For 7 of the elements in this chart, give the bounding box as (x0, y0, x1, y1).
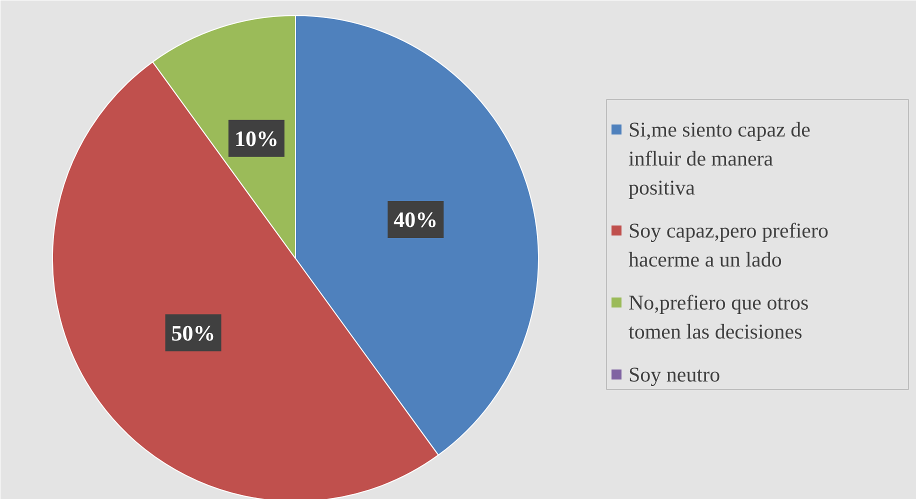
legend-label: No,prefiero que otros tomen las decisiones (628, 290, 809, 344)
legend-label: Soy neutro (628, 362, 720, 386)
data-label: 50% (171, 320, 216, 346)
data-label: 10% (234, 126, 278, 151)
legend-label: Soy capaz,pero prefiero hacerme a un lado (628, 218, 828, 272)
data-label: 40% (394, 206, 438, 232)
legend-label: Si,me siento capaz de influir de manera positiva (628, 118, 810, 200)
